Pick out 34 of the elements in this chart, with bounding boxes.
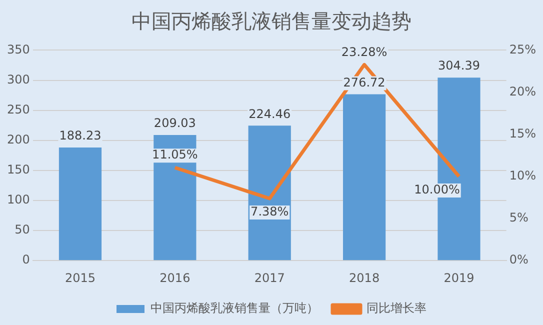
data-label: 304.39: [438, 58, 480, 73]
y2-tick-label: 10%: [509, 168, 536, 183]
data-label: 188.23: [59, 128, 102, 143]
y-tick-label: 50: [14, 222, 30, 237]
y-tick-label: 0: [22, 252, 30, 267]
data-label: 10.00%: [414, 182, 460, 197]
bar: [342, 94, 386, 260]
bar: [248, 126, 291, 260]
data-label: 11.05%: [152, 148, 198, 162]
x-tick-label: 2018: [349, 270, 380, 285]
legend-label: 中国丙烯酸乳液销售量（万吨）: [150, 301, 318, 316]
y2-tick-label: 0%: [509, 252, 528, 267]
chart-title: 中国丙烯酸乳液销售量变动趋势: [130, 8, 412, 35]
bar: [58, 147, 102, 260]
legend-label: 同比增长率: [366, 301, 426, 316]
data-label: 209.03: [154, 116, 196, 130]
x-tick-label: 2015: [64, 270, 96, 285]
y2-tick-label: 20%: [509, 84, 536, 98]
data-label: 276.72: [343, 75, 386, 90]
y-tick-label: 100: [7, 192, 30, 207]
data-label: 23.28%: [341, 44, 388, 59]
x-tick-label: 2017: [254, 270, 285, 285]
y-tick-label: 250: [7, 102, 30, 116]
y-tick-label: 200: [7, 132, 30, 146]
data-label: 7.38%: [250, 204, 289, 219]
y2-tick-label: 15%: [509, 126, 536, 140]
y-tick-label: 300: [7, 72, 30, 86]
y2-tick-label: 5%: [509, 210, 528, 225]
x-tick-label: 2019: [444, 270, 474, 285]
y2-tick-label: 25%: [509, 42, 536, 56]
data-label: 224.46: [248, 106, 291, 121]
y-tick-label: 350: [7, 42, 30, 56]
y-tick-label: 150: [7, 162, 30, 177]
x-tick-label: 2016: [160, 270, 190, 285]
